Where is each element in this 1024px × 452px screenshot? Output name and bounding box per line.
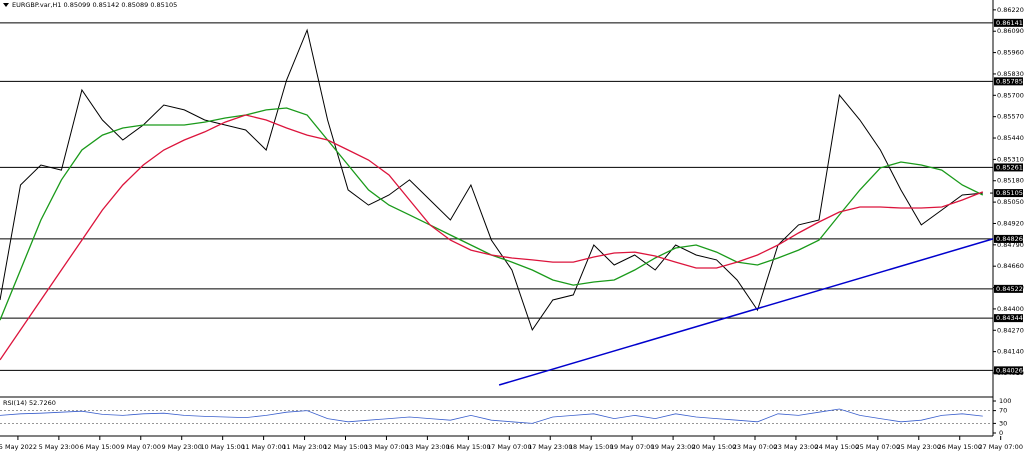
y-tick-label: 0.85700 xyxy=(997,91,1024,99)
y-tick-label: 0.85440 xyxy=(997,134,1024,142)
x-tick-label: 19 May 23:00 xyxy=(651,443,696,451)
x-tick-label: 16 May 15:00 xyxy=(446,443,491,451)
level-label: 0.85261 xyxy=(996,163,1023,171)
level-label: 0.84522 xyxy=(996,285,1023,293)
x-tick-label: 11 May 23:00 xyxy=(282,443,327,451)
x-tick-label: 20 May 15:00 xyxy=(692,443,737,451)
level-tag xyxy=(994,366,1023,375)
y-tick-label: 0.84140 xyxy=(997,348,1024,356)
y-tick-label: 0.85180 xyxy=(997,177,1024,185)
rsi-tick-label: 70 xyxy=(999,407,1007,415)
x-tick-label: 5 May 23:00 xyxy=(39,443,79,451)
y-tick-label: 0.85310 xyxy=(997,155,1024,163)
trendline xyxy=(498,238,994,386)
rsi-title: RSI(14) 52.7260 xyxy=(3,399,56,407)
y-tick-label: 0.84790 xyxy=(997,241,1024,249)
level-label: 0.86141 xyxy=(996,19,1023,27)
level-tag xyxy=(994,77,1023,86)
y-tick-label: 0.85960 xyxy=(997,49,1024,57)
level-label: 0.85105 xyxy=(996,189,1023,197)
x-tick-label: 9 May 07:00 xyxy=(121,443,161,451)
x-tick-label: 11 May 07:00 xyxy=(241,443,286,451)
rsi-tick-label: 0 xyxy=(999,429,1003,437)
level-label: 0.84026 xyxy=(996,366,1023,374)
price-line xyxy=(0,114,984,361)
y-tick-label: 0.85830 xyxy=(997,70,1024,78)
rsi-tick-label: 100 xyxy=(999,397,1011,405)
rsi-tick-label: 30 xyxy=(999,419,1007,427)
x-tick-label: 5 May 2022 xyxy=(0,443,37,451)
y-tick-label: 0.84270 xyxy=(997,326,1024,334)
x-tick-label: 12 May 15:00 xyxy=(323,443,368,451)
x-tick-label: 24 May 15:00 xyxy=(815,443,860,451)
level-tag xyxy=(994,284,1023,293)
level-label: 0.84826 xyxy=(996,235,1023,243)
y-tick-label: 0.86090 xyxy=(997,27,1024,35)
level-tag xyxy=(994,189,1023,198)
x-tick-label: 6 May 15:00 xyxy=(80,443,120,451)
x-tick-label: 17 May 07:00 xyxy=(487,443,532,451)
x-tick-label: 27 May 07:00 xyxy=(978,443,1023,451)
y-tick-label: 0.86220 xyxy=(997,6,1024,14)
y-tick-label: 0.84660 xyxy=(997,262,1024,270)
level-tag xyxy=(994,163,1023,172)
level-tag xyxy=(994,234,1023,243)
x-tick-label: 23 May 23:00 xyxy=(774,443,819,451)
y-tick-label: 0.85570 xyxy=(997,113,1024,121)
level-label: 0.85785 xyxy=(996,77,1023,85)
x-tick-label: 25 May 07:00 xyxy=(856,443,901,451)
x-tick-label: 17 May 23:00 xyxy=(528,443,573,451)
x-tick-label: 13 May 07:00 xyxy=(364,443,409,451)
x-tick-label: 10 May 15:00 xyxy=(200,443,245,451)
y-tick-label: 0.85050 xyxy=(997,198,1024,206)
x-tick-label: 23 May 07:00 xyxy=(733,443,778,451)
level-label: 0.84344 xyxy=(996,314,1023,322)
x-tick-label: 25 May 23:00 xyxy=(896,443,941,451)
x-tick-label: 26 May 15:00 xyxy=(937,443,982,451)
menu-arrow xyxy=(3,3,9,7)
x-tick-label: 13 May 23:00 xyxy=(405,443,450,451)
y-tick-label: 0.84400 xyxy=(997,305,1024,313)
x-tick-label: 9 May 23:00 xyxy=(161,443,201,451)
level-tag xyxy=(994,18,1023,27)
x-tick-label: 18 May 15:00 xyxy=(569,443,614,451)
price-line xyxy=(0,28,983,332)
x-tick-label: 19 May 07:00 xyxy=(610,443,655,451)
y-tick-label: 0.84920 xyxy=(997,219,1024,227)
level-tag xyxy=(994,314,1023,323)
rsi-line xyxy=(0,408,983,424)
chart-title: EURGBP.var,H1 0.85099 0.85142 0.85089 0.… xyxy=(12,1,177,9)
